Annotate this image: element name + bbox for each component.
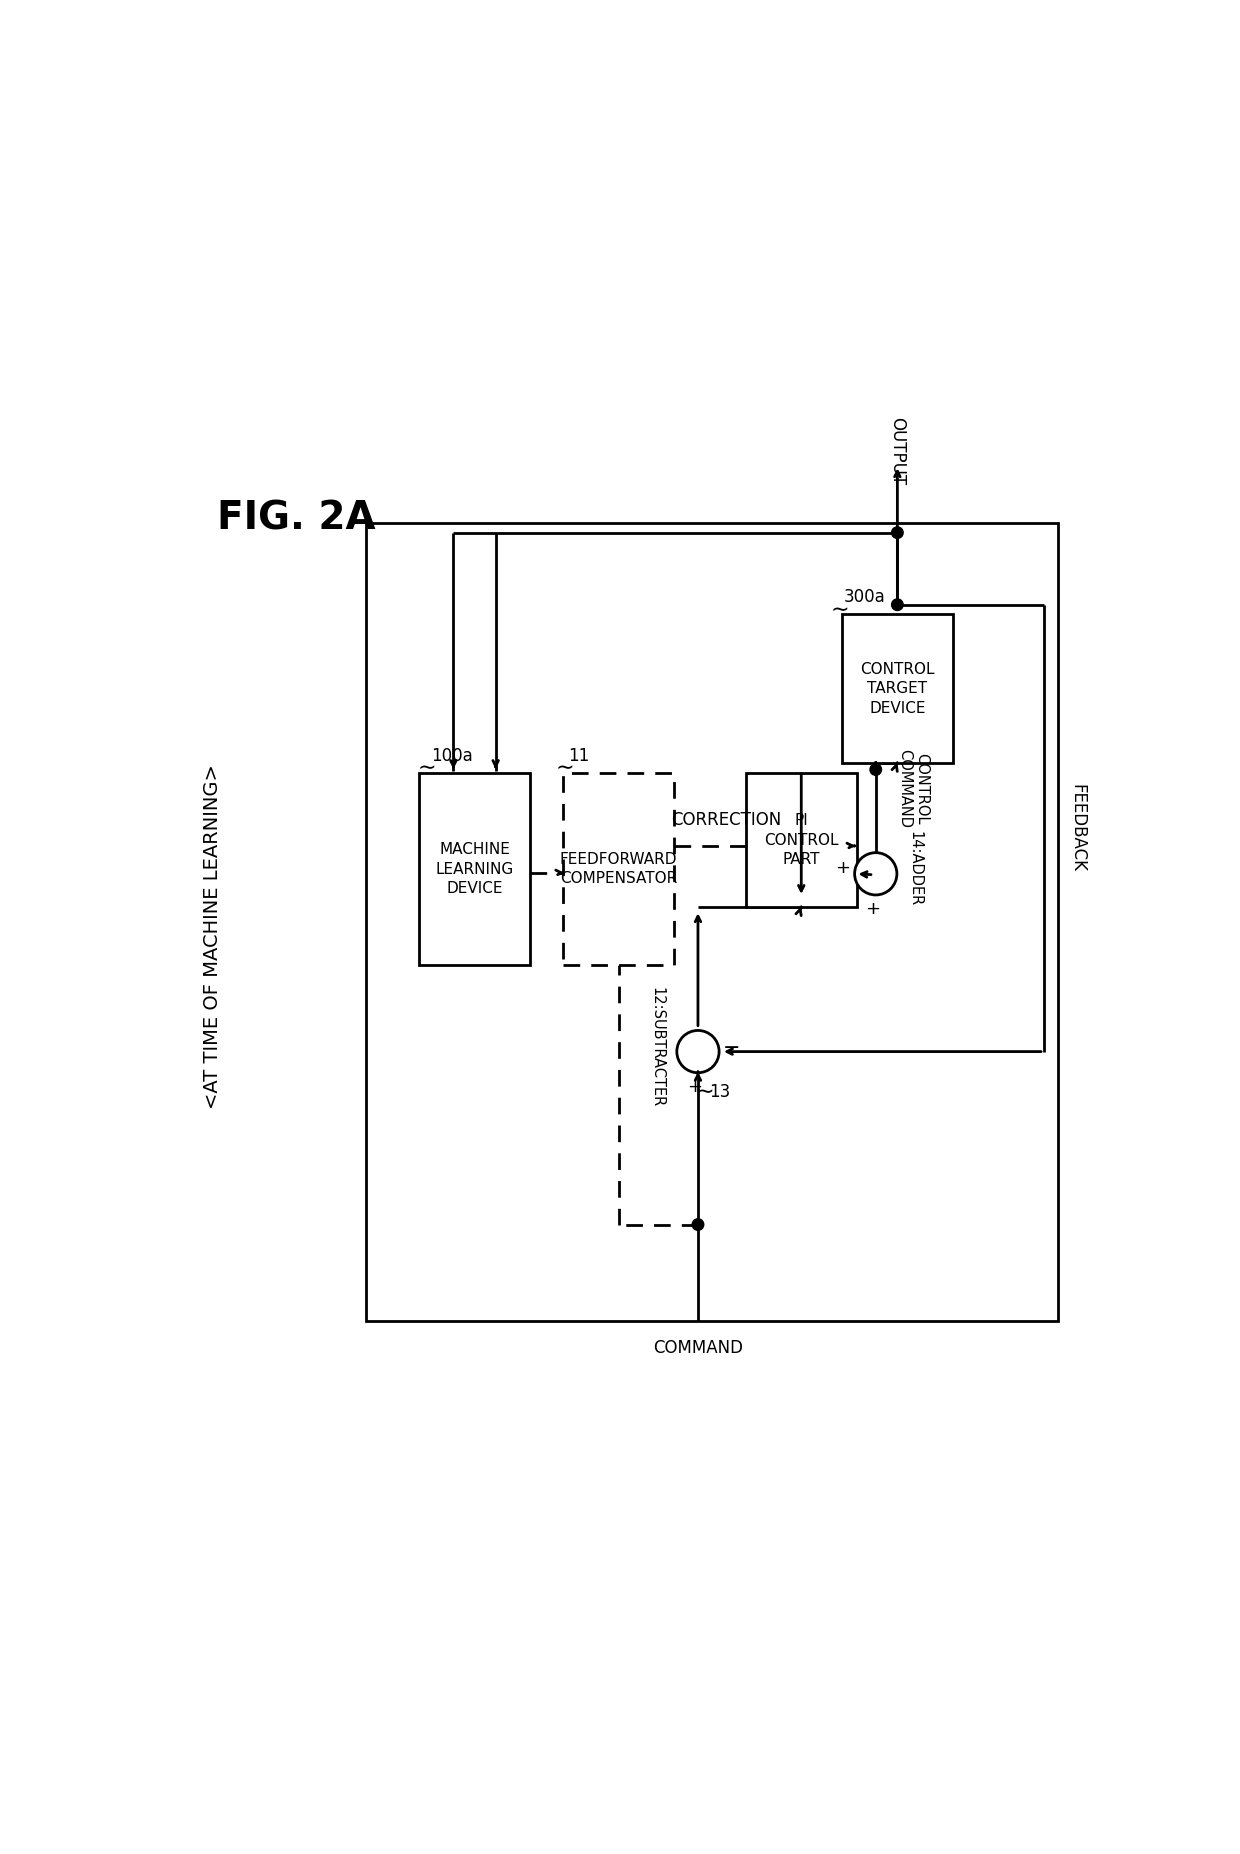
Text: <AT TIME OF MACHINE LEARNING>: <AT TIME OF MACHINE LEARNING> <box>203 764 222 1109</box>
Text: 11: 11 <box>568 747 589 764</box>
Bar <box>746 773 857 907</box>
Text: +: + <box>866 901 880 918</box>
Text: FEEDFORWARD
COMPENSATOR: FEEDFORWARD COMPENSATOR <box>560 851 677 886</box>
Text: 12:SUBTRACTER: 12:SUBTRACTER <box>650 986 665 1107</box>
Circle shape <box>854 853 897 895</box>
Text: 13: 13 <box>709 1083 730 1101</box>
Text: +: + <box>688 1079 703 1096</box>
Text: OUTPUT: OUTPUT <box>888 417 906 486</box>
Text: COMMAND: COMMAND <box>653 1339 743 1357</box>
Text: CONTROL
TARGET
DEVICE: CONTROL TARGET DEVICE <box>861 662 935 716</box>
Circle shape <box>677 1031 719 1073</box>
Text: CONTROL
COMMAND: CONTROL COMMAND <box>897 749 929 829</box>
Bar <box>563 773 675 966</box>
Text: ∼: ∼ <box>556 758 574 779</box>
Circle shape <box>692 1218 704 1231</box>
Text: FIG. 2A: FIG. 2A <box>217 499 376 538</box>
Text: PI
CONTROL
PART: PI CONTROL PART <box>764 812 838 868</box>
Bar <box>367 523 1058 1320</box>
Text: +: + <box>836 858 851 877</box>
Text: ∼: ∼ <box>418 758 436 779</box>
Text: ∼: ∼ <box>831 599 849 619</box>
Bar <box>419 773 529 966</box>
Text: 100a: 100a <box>430 747 472 764</box>
Circle shape <box>892 599 903 610</box>
Text: 14:ADDER: 14:ADDER <box>908 831 923 907</box>
Circle shape <box>870 764 882 775</box>
Text: FEEDBACK: FEEDBACK <box>1068 784 1086 871</box>
Text: CORRECTION: CORRECTION <box>671 810 781 829</box>
Circle shape <box>892 527 903 538</box>
Bar <box>842 614 952 764</box>
Text: −: − <box>723 1038 740 1059</box>
Text: MACHINE
LEARNING
DEVICE: MACHINE LEARNING DEVICE <box>435 842 513 895</box>
Text: 300a: 300a <box>844 588 885 606</box>
Text: ∼: ∼ <box>696 1083 714 1101</box>
